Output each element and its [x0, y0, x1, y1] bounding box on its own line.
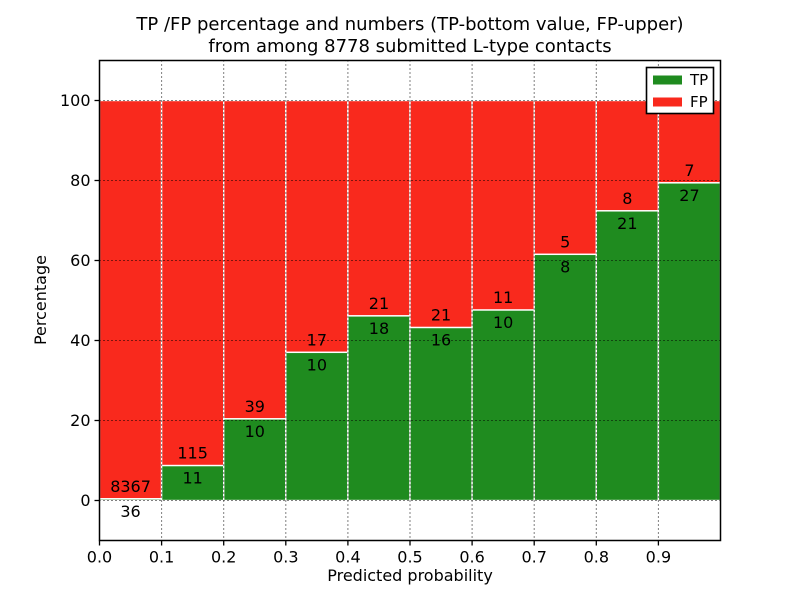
x-tick-label: 0.9 — [646, 548, 671, 567]
fp-count-label: 17 — [307, 330, 327, 349]
ticks-group: 0.0 0.1 0.2 0.3 0.4 0.5 0.6 0.7 0.8 0.9 0 20 40 60 80 1… — [60, 91, 671, 567]
fp-count-label: 8 — [622, 189, 632, 208]
legend-swatch-tp — [653, 75, 682, 85]
grid-group — [99, 60, 721, 541]
bar-tp-segment — [347, 315, 411, 502]
bar-tp-segment — [222, 418, 287, 502]
x-tick-label: 0.6 — [459, 548, 484, 567]
chart-title-line2: from among 8778 submitted L-type contact… — [208, 36, 611, 57]
tp-count-label: 10 — [307, 355, 327, 374]
fp-count-label: 21 — [431, 306, 451, 325]
bar-tp-segment — [285, 351, 349, 502]
y-tick-label: 60 — [70, 251, 90, 270]
x-tick-label: 0.0 — [87, 548, 112, 567]
chart-title-line1: TP /FP percentage and numbers (TP-bottom… — [135, 14, 683, 35]
y-tick-label: 40 — [70, 331, 90, 350]
fp-count-label: 21 — [369, 294, 389, 313]
x-axis-label: Predicted probability — [327, 566, 493, 585]
legend: TP FP — [645, 66, 715, 115]
tp-count-label: 27 — [679, 186, 699, 205]
y-tick-label: 0 — [80, 491, 90, 510]
x-tick-label: 0.8 — [584, 548, 609, 567]
bar-fp-segment — [160, 99, 225, 467]
tp-count-label: 10 — [245, 422, 265, 441]
fp-count-label: 7 — [684, 161, 694, 180]
bar-tp-segment — [595, 210, 660, 502]
x-tick-label: 0.4 — [335, 548, 360, 567]
fp-count-label: 11 — [493, 288, 513, 307]
bar-tp-segment — [657, 182, 722, 502]
bar-fp-segment — [285, 99, 349, 354]
x-tick-label: 0.5 — [397, 548, 422, 567]
count-labels-group: 8367 36 115 11 39 10 17 10 21 18 21 16 11 10 5 8 8 21 7 27 — [110, 161, 699, 521]
tp-count-label: 8 — [560, 257, 570, 276]
x-tick-label: 0.3 — [273, 548, 298, 567]
x-tick-label: 0.2 — [211, 548, 236, 567]
x-tick-label: 0.1 — [149, 548, 174, 567]
y-axis-label: Percentage — [31, 255, 50, 345]
y-tick-label: 20 — [70, 411, 90, 430]
tp-count-label: 16 — [431, 331, 451, 350]
fp-count-label: 115 — [177, 444, 208, 463]
x-tick-label: 0.7 — [521, 548, 546, 567]
legend-label-tp: TP — [689, 71, 708, 89]
fp-count-label: 5 — [560, 232, 570, 251]
tp-count-label: 10 — [493, 313, 513, 332]
bar-tp-segment — [533, 253, 598, 502]
bar-tp-segment — [471, 309, 535, 502]
fp-count-label: 39 — [245, 397, 265, 416]
legend-swatch-fp — [653, 97, 682, 107]
bar-fp-segment — [222, 99, 287, 420]
tp-count-label: 11 — [182, 469, 202, 488]
bar-fp-segment — [98, 99, 163, 500]
bars-group — [98, 99, 722, 502]
y-tick-label: 80 — [70, 171, 90, 190]
bar-tp-segment — [409, 326, 473, 502]
tp-count-label: 21 — [617, 214, 637, 233]
bar-fp-segment — [347, 99, 411, 317]
tp-count-label: 36 — [120, 502, 140, 521]
y-tick-label: 100 — [60, 91, 91, 110]
bar-fp-segment — [595, 99, 660, 212]
fp-count-label: 8367 — [110, 477, 151, 496]
bar-fp-segment — [471, 99, 535, 311]
legend-label-fp: FP — [690, 93, 708, 111]
bar-tp-segment — [160, 464, 225, 502]
tp-count-label: 18 — [369, 319, 389, 338]
bar-fp-segment — [409, 99, 473, 329]
bar-fp-segment — [533, 99, 598, 256]
